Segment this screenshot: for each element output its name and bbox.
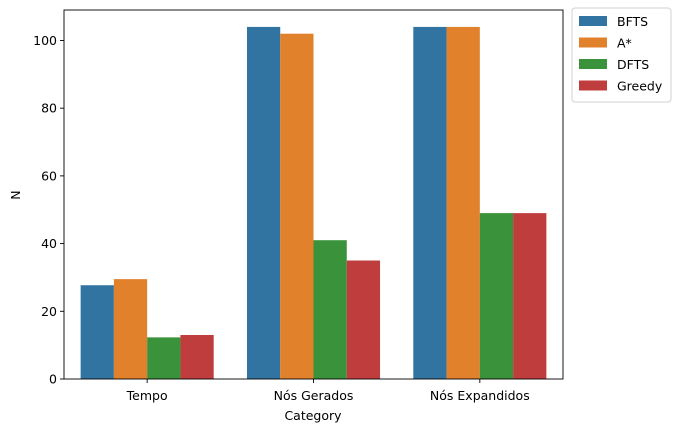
legend-label: Greedy bbox=[617, 79, 663, 94]
y-tick-label: 100 bbox=[33, 33, 57, 48]
y-tick-label: 60 bbox=[41, 168, 57, 183]
bar-bfts-1 bbox=[246, 26, 281, 380]
y-tick-label: 20 bbox=[41, 304, 57, 319]
legend: BFTS A* DFTS Greedy bbox=[571, 7, 672, 103]
bar-greedy-0 bbox=[180, 334, 214, 379]
legend-label: A* bbox=[617, 36, 632, 51]
x-axis: Tempo Nós Gerados Nós Expandidos bbox=[126, 379, 530, 403]
bar-a-2 bbox=[446, 26, 480, 380]
bar-a-0 bbox=[113, 279, 148, 379]
x-axis-label: Category bbox=[284, 408, 342, 423]
bar-bfts-2 bbox=[413, 26, 447, 380]
bars-group bbox=[80, 26, 547, 380]
x-tick-label: Nós Gerados bbox=[274, 388, 354, 403]
legend-swatch bbox=[579, 16, 607, 26]
y-tick-label: 0 bbox=[49, 372, 57, 387]
bar-dfts-0 bbox=[147, 337, 181, 379]
y-tick-label: 80 bbox=[41, 101, 57, 116]
legend-label: BFTS bbox=[617, 14, 648, 29]
y-axis: 0 20 40 60 80 100 bbox=[33, 33, 64, 387]
x-tick-label: Nós Expandidos bbox=[430, 388, 530, 403]
bar-bfts-0 bbox=[80, 285, 114, 379]
bar-dfts-2 bbox=[479, 213, 514, 379]
legend-swatch bbox=[579, 80, 607, 91]
bar-greedy-2 bbox=[513, 213, 547, 379]
legend-frame bbox=[571, 7, 672, 103]
legend-swatch bbox=[579, 37, 607, 48]
y-tick-label: 40 bbox=[41, 236, 57, 251]
x-tick-label: Tempo bbox=[126, 388, 168, 403]
legend-swatch bbox=[579, 59, 607, 69]
bar-dfts-1 bbox=[313, 240, 347, 379]
legend-label: DFTS bbox=[617, 57, 649, 72]
bar-greedy-1 bbox=[346, 260, 381, 379]
y-axis-label: N bbox=[8, 190, 23, 199]
bar-a-1 bbox=[280, 33, 314, 379]
